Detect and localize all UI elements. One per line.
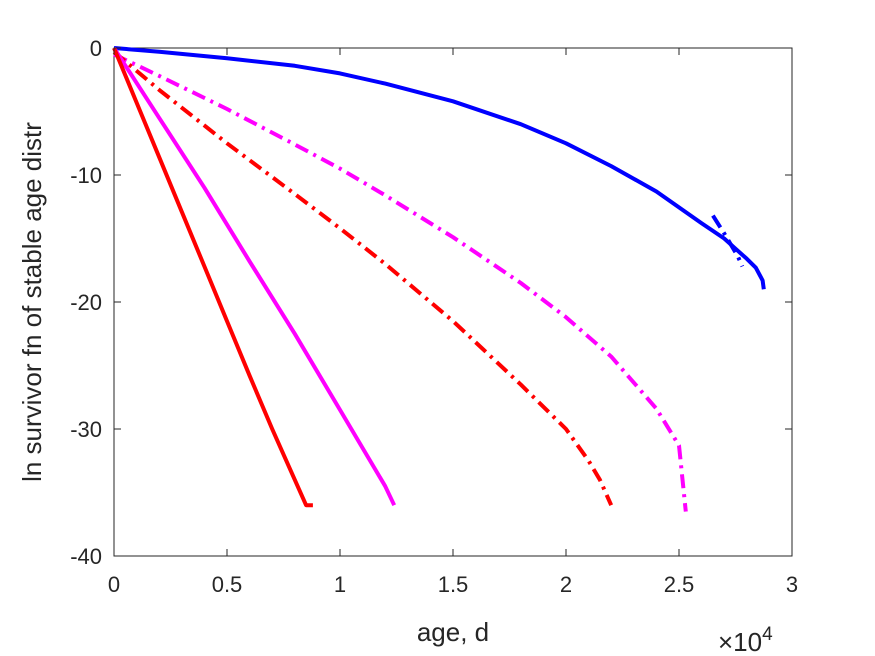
y-tick-label: -20 xyxy=(70,290,102,315)
x-tick-label: 0.5 xyxy=(212,572,243,597)
series-line-6 xyxy=(112,47,313,508)
x-axis-multiplier: ×104 xyxy=(718,624,773,656)
series-line-5 xyxy=(112,46,397,507)
series-line-3 xyxy=(113,52,688,512)
y-axis-label: ln survivor fn of stable age distr xyxy=(17,122,47,482)
y-tick-label: -10 xyxy=(70,163,102,188)
series-line-1 xyxy=(113,46,766,290)
x-tick-label: 1.5 xyxy=(438,572,469,597)
y-axis-ticks: 0 -10 -20 -30 -40 xyxy=(70,36,792,569)
y-tick-label: 0 xyxy=(90,36,102,61)
x-multiplier-base: ×10 xyxy=(718,627,762,656)
x-tick-label: 2 xyxy=(560,572,572,597)
series-line-2 xyxy=(711,214,745,268)
x-multiplier-exponent: 4 xyxy=(762,624,773,645)
series-layer xyxy=(112,46,766,512)
x-tick-label: 1 xyxy=(334,572,346,597)
plot-area xyxy=(113,47,793,557)
x-axis-ticks: 0 0.5 1 1.5 2 2.5 3 xyxy=(108,48,798,597)
x-axis-label: age, d xyxy=(417,617,489,647)
y-tick-label: -30 xyxy=(70,417,102,442)
x-tick-label: 2.5 xyxy=(664,572,695,597)
y-tick-label: -40 xyxy=(70,544,102,569)
x-tick-label: 3 xyxy=(786,572,798,597)
series-line-4 xyxy=(112,50,614,507)
x-tick-label: 0 xyxy=(108,572,120,597)
